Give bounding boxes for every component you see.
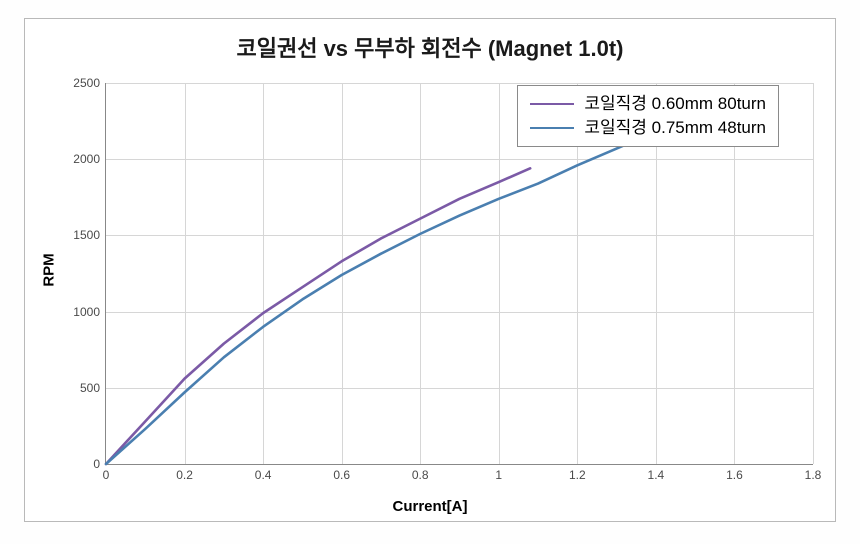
legend-swatch bbox=[530, 127, 574, 129]
x-tick-label: 0.6 bbox=[333, 464, 350, 482]
x-tick-label: 0.8 bbox=[412, 464, 429, 482]
chart-frame: 코일권선 vs 무부하 회전수 (Magnet 1.0t) RPM Curren… bbox=[24, 18, 836, 522]
y-axis-title: RPM bbox=[41, 253, 58, 286]
x-tick-label: 1.2 bbox=[569, 464, 586, 482]
legend-swatch bbox=[530, 103, 574, 105]
y-tick-label: 2000 bbox=[73, 152, 106, 166]
chart-title: 코일권선 vs 무부하 회전수 (Magnet 1.0t) bbox=[39, 31, 821, 63]
legend: 코일직경 0.60mm 80turn코일직경 0.75mm 48turn bbox=[517, 85, 779, 147]
y-tick-label: 2500 bbox=[73, 76, 106, 90]
series-line bbox=[106, 132, 656, 464]
y-tick-label: 1000 bbox=[73, 305, 106, 319]
y-tick-label: 1500 bbox=[73, 228, 106, 242]
plot-area: 0500100015002000250000.20.40.60.811.21.4… bbox=[105, 83, 813, 465]
legend-label: 코일직경 0.60mm 80turn bbox=[584, 92, 766, 116]
chart-container: 코일권선 vs 무부하 회전수 (Magnet 1.0t) RPM Curren… bbox=[0, 0, 860, 544]
x-tick-label: 0 bbox=[103, 464, 110, 482]
x-tick-label: 0.2 bbox=[176, 464, 193, 482]
legend-item: 코일직경 0.75mm 48turn bbox=[530, 116, 766, 140]
legend-label: 코일직경 0.75mm 48turn bbox=[584, 116, 766, 140]
x-tick-label: 0.4 bbox=[255, 464, 272, 482]
x-tick-label: 1 bbox=[495, 464, 502, 482]
x-tick-label: 1.4 bbox=[648, 464, 665, 482]
x-axis-title: Current[A] bbox=[393, 498, 468, 515]
y-tick-label: 500 bbox=[80, 381, 106, 395]
legend-item: 코일직경 0.60mm 80turn bbox=[530, 92, 766, 116]
x-tick-label: 1.6 bbox=[726, 464, 743, 482]
gridline-vertical bbox=[813, 83, 814, 464]
x-tick-label: 1.8 bbox=[805, 464, 822, 482]
